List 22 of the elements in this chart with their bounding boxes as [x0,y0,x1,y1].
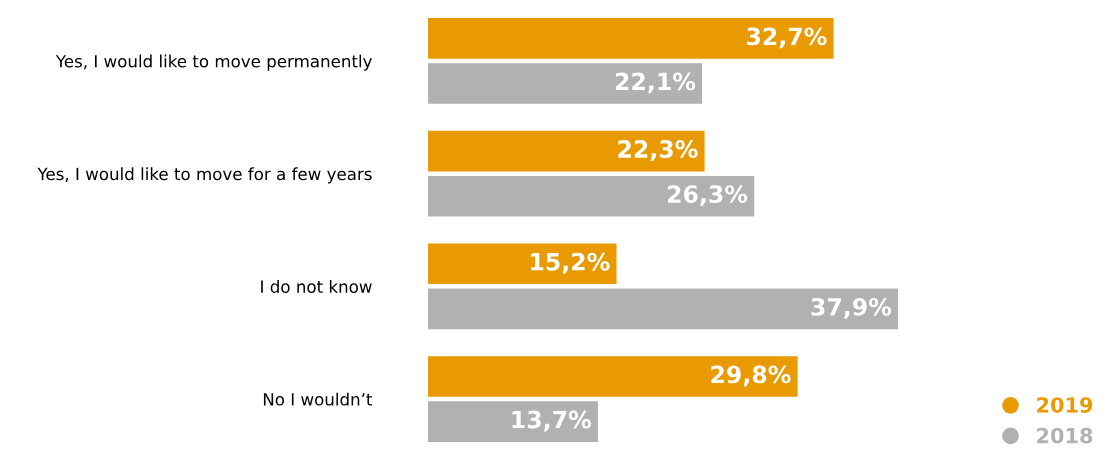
y-tick-label: I do not know [261,280,372,293]
bar [428,130,705,172]
data-label: 13,7% [512,410,591,432]
data-label: 29,8% [711,365,791,387]
bar [428,175,755,217]
data-label: 22,1% [615,72,696,94]
bar [428,356,798,397]
data-label: 37,9% [811,297,892,319]
data-label: 32,7% [747,27,827,49]
y-tick-label: Yes, I would like to move for a few years [37,167,372,184]
data-label: 22,3% [618,140,698,161]
bar [428,18,834,59]
bar [428,63,703,104]
legend-label: 2018 [1037,427,1093,444]
y-tick-label: No I wouldn’t [263,392,373,406]
data-label: 26,3% [667,185,748,207]
legend-label: 2019 [1037,397,1093,413]
data-label: 15,2% [531,252,610,274]
bar [428,401,598,442]
bar [428,288,899,330]
y-tick-label: Yes, I would like to move permanently [55,54,372,71]
bar [428,243,617,285]
